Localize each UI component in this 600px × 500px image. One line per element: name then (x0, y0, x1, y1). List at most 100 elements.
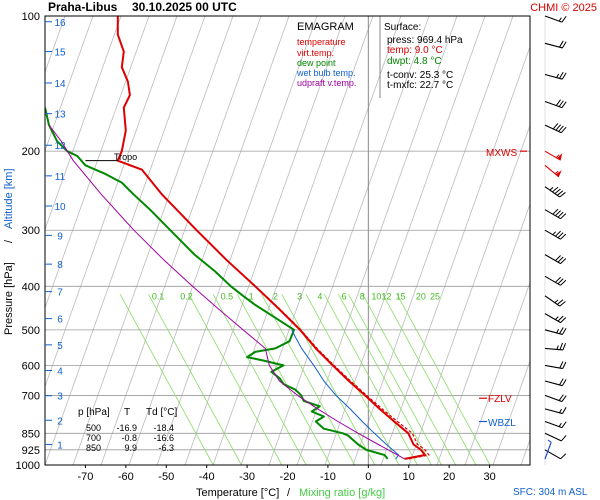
legend-item-temperature: temperature (297, 37, 346, 47)
barb-full (558, 100, 564, 107)
skew-grid-line (45, 16, 206, 465)
wind-barb (544, 15, 567, 23)
x-tick-label: -50 (158, 471, 174, 483)
barb-full (555, 99, 561, 106)
legend-item-virt-temp: virt.temp. (297, 48, 334, 58)
barb-full (561, 101, 567, 108)
barb-full (561, 41, 567, 49)
barb-staff (544, 380, 563, 387)
barb-staff (544, 329, 563, 335)
table-header-p: p [hPa] (78, 407, 110, 418)
x-tick-label: -30 (239, 471, 255, 483)
altitude-tick-label: 8 (57, 260, 63, 271)
barb-full (560, 317, 567, 323)
barb-staff (544, 441, 552, 460)
altitude-tick-label: 14 (54, 79, 66, 90)
barb-full (555, 276, 561, 283)
table-row-700-td: -16.6 (153, 433, 174, 443)
x-axis-title: Temperature [°C] (196, 487, 279, 499)
skew-grid-line (45, 16, 122, 231)
barb-full (561, 395, 567, 402)
tropopause-label: Tropo (114, 152, 137, 162)
barb-full (560, 453, 567, 460)
mixing-ratio-label: 25 (430, 291, 440, 301)
barb-staff (544, 394, 563, 403)
barb-half (549, 187, 554, 191)
barb-full (559, 301, 566, 307)
wind-barb (544, 361, 567, 370)
x-tick-label: -60 (118, 471, 134, 483)
wind-barb (544, 150, 563, 161)
wind-barb (544, 99, 567, 109)
mixing-ratio-label: 4 (317, 291, 322, 301)
y-axis-title-group: Pressure [hPa] / Altitude [km] (3, 168, 15, 335)
skew-grid-line (128, 16, 290, 465)
table-row-850-td: -6.3 (158, 443, 174, 453)
barb-half (556, 73, 560, 78)
wind-barb (544, 313, 567, 324)
skew-grid-line (45, 16, 150, 310)
barb-staff (544, 275, 561, 286)
table-row-700-t: -0.8 (121, 433, 137, 443)
skew-grid-line (240, 16, 402, 465)
skew-grid-line (212, 16, 374, 465)
wind-barbs (544, 15, 567, 465)
wind-barb (544, 439, 552, 460)
barb-half (558, 17, 562, 22)
wind-barb (544, 71, 567, 80)
pressure-tick-label: 700 (22, 390, 40, 402)
barb-full (561, 407, 567, 414)
skew-grid-line (156, 16, 318, 465)
altitude-tick-label: 10 (54, 202, 66, 213)
mixing-ratio-label: 6 (342, 291, 347, 301)
skew-grid-line (45, 16, 178, 388)
barb-full (560, 126, 567, 134)
table-row-850-t: 9.9 (124, 443, 137, 453)
mixing-ratio-line (338, 294, 432, 465)
fzlv-marker: FZLV (488, 394, 512, 405)
barb-half (555, 154, 560, 159)
wind-barb (544, 123, 567, 134)
barb-half (554, 299, 559, 304)
mixing-ratio-lines (119, 294, 491, 465)
series-layer (45, 16, 430, 460)
barb-staff (544, 432, 562, 442)
barb-full (560, 233, 567, 240)
mixing-ratio-label: 0.2 (180, 291, 193, 301)
x-tick-label: 20 (443, 471, 455, 483)
pressure-tick-label: 600 (22, 360, 40, 372)
barb-full (558, 394, 564, 401)
wind-barb (544, 342, 567, 351)
barb-full (554, 188, 561, 194)
table-header-t: T (124, 407, 130, 418)
barb-full (557, 232, 564, 239)
altitude-tick-label: 5 (57, 341, 63, 352)
barb-full (559, 378, 564, 386)
mixing-ratio-line (148, 294, 242, 465)
barb-staff (544, 364, 563, 370)
table-row-500-td: -18.4 (153, 423, 174, 433)
barb-full (560, 279, 567, 286)
wind-barb (544, 40, 567, 49)
mixing-ratio-line (323, 294, 418, 465)
x-tick-label: -10 (320, 471, 336, 483)
x-tick-label: 30 (483, 471, 495, 483)
x-tick-label: 0 (365, 471, 371, 483)
barb-full (555, 255, 561, 261)
legend-item-dew-point: dew point (297, 58, 336, 68)
barb-full (559, 361, 564, 369)
station-name: Praha-Libus (48, 0, 118, 14)
table-row-850-p: 850 (86, 443, 101, 453)
x-axis-title-separator: / (287, 487, 291, 499)
skew-grid-line (296, 16, 458, 465)
x-tick-label: -70 (77, 471, 93, 483)
barb-staff (544, 254, 561, 265)
wind-barb (544, 420, 567, 429)
barb-full (559, 327, 564, 334)
wbzl-marker: WBZL (488, 418, 516, 429)
barb-full (559, 342, 564, 350)
y-axis-title: Pressure [hPa] (3, 262, 15, 335)
surface-tconv: t-conv: 25.3 °C (387, 70, 453, 81)
wind-barb (544, 378, 567, 387)
barb-half (556, 329, 560, 334)
